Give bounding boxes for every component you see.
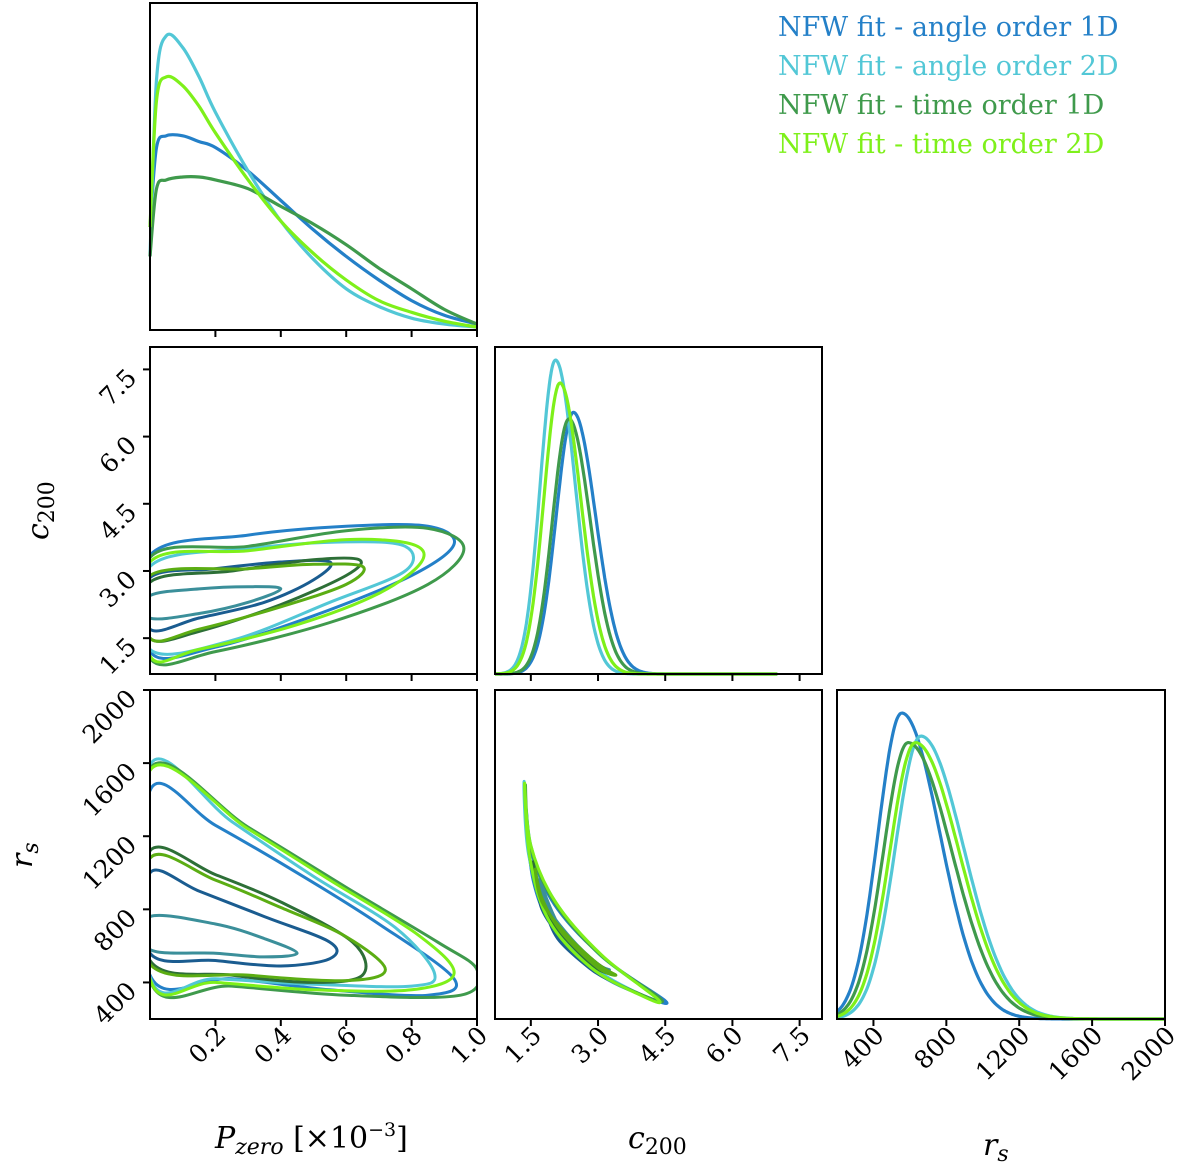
contour-pzero-rs-inner-4	[150, 852, 387, 983]
panel-frame-0-2	[149, 689, 478, 1020]
y-tick-label: 7.5	[94, 363, 143, 412]
contour-pzero-rs-inner-2	[150, 913, 299, 959]
x-axis-label-c200: c200	[628, 1121, 687, 1160]
x-tick-label: 400	[835, 1021, 889, 1075]
y-tick-label: 1600	[77, 757, 142, 822]
contour-c200-rs-inner-4	[533, 867, 618, 977]
legend-entry-time-1d: NFW fit - time order 1D	[778, 90, 1105, 121]
y-tick-label: 400	[88, 976, 142, 1030]
x-axis-label-rs: rs	[983, 1128, 1009, 1167]
contour-pzero-rs-outer-1	[150, 781, 458, 998]
marginal-pzero-curve-1	[148, 133, 478, 326]
x-tick-label: 2000	[1116, 1021, 1181, 1086]
x-tick-label: 1600	[1043, 1021, 1108, 1086]
x-tick-label: 1200	[970, 1021, 1035, 1086]
x-tick-label: 1.0	[445, 1021, 494, 1070]
contour-pzero-c200-inner-1	[150, 558, 333, 633]
panel-frame-0-1	[149, 346, 478, 675]
contour-pzero-c200-outer-4	[150, 537, 426, 664]
panel-frame-1-1	[494, 346, 823, 675]
y-tick-label: 800	[88, 903, 142, 957]
contour-pzero-rs-inner-3	[150, 845, 368, 984]
legend: NFW fit - angle order 1D NFW fit - angle…	[778, 8, 1119, 164]
panel-pzero-rs	[150, 757, 477, 1000]
x-tick-label: 0.2	[183, 1021, 232, 1070]
y-tick-label: 3.0	[94, 565, 143, 614]
x-tick-label: 7.5	[767, 1021, 816, 1070]
legend-entry-time-2d: NFW fit - time order 2D	[778, 129, 1105, 160]
panel-frame-1-2	[494, 689, 823, 1020]
contour-pzero-c200-inner-2	[150, 585, 283, 621]
legend-entry-angle-1d: NFW fit - angle order 1D	[778, 12, 1119, 43]
x-tick-label: 6.0	[700, 1021, 749, 1070]
panel-frame-0-0	[149, 2, 478, 331]
y-tick-label: 2000	[77, 684, 142, 749]
y-axis-label-rs: rs	[5, 842, 44, 868]
x-axis-label-pzero: Pzero [×10−3]	[214, 1119, 408, 1160]
y-tick-label: 1.5	[94, 632, 143, 681]
x-tick-label: 0.4	[248, 1021, 297, 1070]
y-tick-label: 6.0	[94, 430, 143, 479]
y-axis-label-c200: c200	[21, 481, 60, 540]
x-tick-label: 0.6	[314, 1021, 363, 1070]
contour-pzero-rs-outer-2	[150, 757, 437, 995]
marginal-c200-curve-3	[494, 417, 778, 676]
legend-entry-angle-2d: NFW fit - angle order 2D	[778, 51, 1119, 82]
y-tick-label: 4.5	[94, 498, 143, 547]
x-tick-label: 1.5	[498, 1021, 547, 1070]
x-tick-label: 3.0	[566, 1021, 615, 1070]
ticks-layer: 0.2 0.4 0.6 0.8 1.0 1.5 3.0 4.5 6.0 7.5 400 800 1200…	[77, 330, 1181, 1086]
x-tick-label: 0.8	[379, 1021, 428, 1070]
contour-pzero-c200-inner-4	[150, 562, 366, 643]
panel-pzero-c200	[150, 522, 466, 667]
marginal-pzero-curve-2	[148, 32, 478, 329]
marginal-pzero-curve-3	[148, 175, 478, 326]
frames-layer	[149, 2, 1166, 1020]
marginal-rs-curve-4	[836, 741, 1165, 1021]
y-tick-label: 1200	[77, 830, 142, 895]
contour-c200-rs-outer-4	[523, 781, 662, 1005]
marginal-pzero-curve-4	[148, 74, 478, 329]
contour-pzero-rs-outer-4	[150, 763, 456, 997]
curves-layer	[148, 32, 1165, 1021]
panel-c200-rs	[522, 779, 669, 1005]
contour-pzero-c200-outer-3	[150, 525, 466, 667]
x-tick-label: 800	[908, 1021, 962, 1075]
panel-frame-2-2	[836, 689, 1166, 1020]
contour-c200-rs-inner-2	[538, 874, 611, 972]
contour-pzero-c200-outer-2	[150, 540, 415, 656]
contour-pzero-rs-inner-1	[150, 868, 339, 968]
x-tick-label: 4.5	[633, 1021, 682, 1070]
